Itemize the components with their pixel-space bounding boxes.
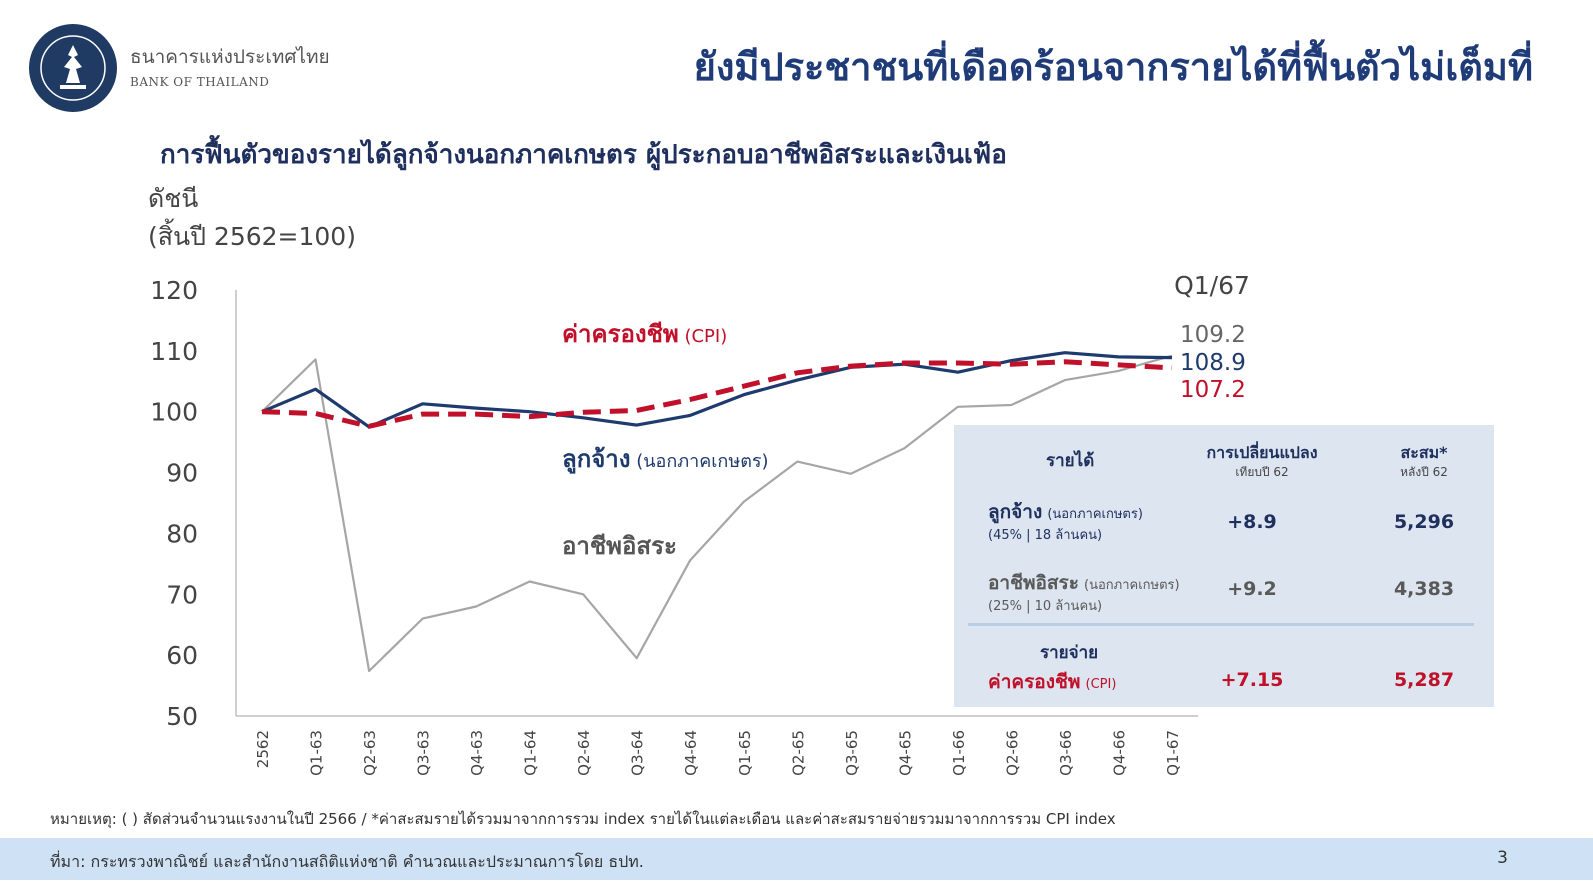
row-cpi-cumulative: 5,287 bbox=[1393, 669, 1455, 691]
end-period-label: Q1/67 bbox=[1174, 271, 1250, 300]
page-number: 3 bbox=[1497, 848, 1508, 868]
x-tick-label: 2562 bbox=[254, 730, 272, 768]
bot-logo bbox=[29, 24, 117, 112]
x-tick-label: Q4-66 bbox=[1110, 730, 1128, 776]
row-employee-label: ลูกจ้าง bbox=[988, 501, 1043, 523]
y-tick-label: 50 bbox=[166, 702, 198, 731]
x-tick-label: Q2-63 bbox=[361, 730, 379, 776]
x-tick-label: Q1-64 bbox=[522, 730, 540, 776]
end-value-label: 108.9 bbox=[1180, 350, 1246, 376]
employee-series-label: ลูกจ้าง (นอกภาคเกษตร) bbox=[562, 445, 769, 474]
y-tick-label: 90 bbox=[166, 459, 198, 488]
header-cumulative: สะสม* bbox=[1400, 443, 1448, 462]
x-tick-label: Q3-65 bbox=[843, 730, 861, 776]
y-tick-label: 60 bbox=[166, 641, 198, 670]
x-tick-label: Q4-63 bbox=[468, 730, 486, 776]
x-tick-label: Q3-66 bbox=[1057, 730, 1075, 776]
summary-table: รายได้ การเปลี่ยนแปลง เทียบปี 62 สะสม* ห… bbox=[954, 425, 1494, 707]
x-tick-label: Q3-64 bbox=[629, 730, 647, 776]
y-tick-label: 110 bbox=[150, 337, 198, 366]
row-self-employed-name: อาชีพอิสระ (นอกภาคเกษตร) bbox=[988, 568, 1180, 598]
end-value-label: 107.2 bbox=[1180, 377, 1246, 403]
y-tick-label: 80 bbox=[166, 519, 198, 548]
page-title: ยังมีประชาชนที่เดือดร้อนจากรายได้ที่ฟื้น… bbox=[693, 45, 1533, 89]
x-tick-label: Q1-66 bbox=[950, 730, 968, 776]
series-line bbox=[261, 359, 1173, 429]
y-axis-label-line2: (สิ้นปี 2562=100) bbox=[148, 222, 356, 251]
footer-bar: ที่มา: กระทรวงพาณิชย์ และสำนักงานสถิติแห… bbox=[0, 838, 1593, 880]
header-change: การเปลี่ยนแปลง bbox=[1206, 443, 1318, 462]
y-tick-label: 100 bbox=[150, 398, 198, 427]
header-income: รายได้ bbox=[1046, 451, 1095, 471]
series-line bbox=[261, 354, 1173, 673]
cpi-series-label: ค่าครองชีพ (CPI) bbox=[562, 320, 727, 348]
x-tick-label: Q4-64 bbox=[682, 730, 700, 776]
y-tick-label: 70 bbox=[166, 580, 198, 609]
row-cpi-change: +7.15 bbox=[1220, 669, 1284, 691]
footnote: หมายเหตุ: ( ) สัดส่วนจำนวนแรงงานในปี 256… bbox=[50, 810, 1116, 828]
row-cpi-label: ค่าครองชีพ bbox=[988, 671, 1081, 693]
row-employee-cumulative: 5,296 bbox=[1393, 511, 1455, 533]
x-tick-label: Q2-66 bbox=[1003, 730, 1021, 776]
row-employee-sub: (45% | 18 ล้านคน) bbox=[988, 528, 1103, 543]
x-tick-label: Q2-65 bbox=[789, 730, 807, 776]
row-self-employed-cumulative: 4,383 bbox=[1393, 578, 1455, 600]
row-employee-suffix: (นอกภาคเกษตร) bbox=[1047, 507, 1143, 522]
row-self-employed-change: +9.2 bbox=[1227, 578, 1277, 600]
x-tick-label: Q3-63 bbox=[415, 730, 433, 776]
bank-name-th: ธนาคารแห่งประเทศไทย bbox=[130, 46, 330, 68]
chart-title: การฟื้นตัวของรายได้ลูกจ้างนอกภาคเกษตร ผู… bbox=[160, 140, 1007, 170]
bank-name: ธนาคารแห่งประเทศไทย BANK OF THAILAND bbox=[130, 42, 330, 89]
x-tick-label: Q1-67 bbox=[1164, 730, 1182, 776]
self-employed-series-label: อาชีพอิสระ bbox=[562, 532, 677, 560]
end-value-label: 109.2 bbox=[1180, 322, 1246, 348]
y-tick-label: 120 bbox=[150, 276, 198, 305]
y-axis-label-line1: ดัชนี bbox=[148, 184, 199, 213]
row-self-employed-suffix: (นอกภาคเกษตร) bbox=[1084, 578, 1180, 593]
x-tick-label: Q1-65 bbox=[736, 730, 754, 776]
garuda-emblem-icon bbox=[40, 35, 106, 101]
table-divider bbox=[968, 623, 1474, 626]
header-cumulative-sub: หลังปี 62 bbox=[1400, 465, 1448, 479]
x-tick-label: Q4-65 bbox=[896, 730, 914, 776]
series-line bbox=[261, 351, 1173, 429]
row-self-employed-sub: (25% | 10 ล้านคน) bbox=[988, 599, 1103, 614]
row-employee-change: +8.9 bbox=[1227, 511, 1277, 533]
bank-name-en: BANK OF THAILAND bbox=[130, 75, 270, 89]
x-tick-label: Q1-63 bbox=[308, 730, 326, 776]
x-tick-label: Q2-64 bbox=[575, 730, 593, 776]
source-text: ที่มา: กระทรวงพาณิชย์ และสำนักงานสถิติแห… bbox=[50, 852, 644, 871]
y-axis-label: ดัชนี (สิ้นปี 2562=100) bbox=[148, 180, 356, 256]
row-employee-name: ลูกจ้าง (นอกภาคเกษตร) bbox=[988, 497, 1143, 527]
header-change-sub: เทียบปี 62 bbox=[1235, 465, 1289, 479]
row-cpi-name: ค่าครองชีพ (CPI) bbox=[988, 667, 1116, 697]
row-cpi-suffix: (CPI) bbox=[1085, 677, 1117, 692]
row-self-employed-label: อาชีพอิสระ bbox=[988, 572, 1079, 594]
expense-header: รายจ่าย bbox=[1040, 643, 1099, 663]
